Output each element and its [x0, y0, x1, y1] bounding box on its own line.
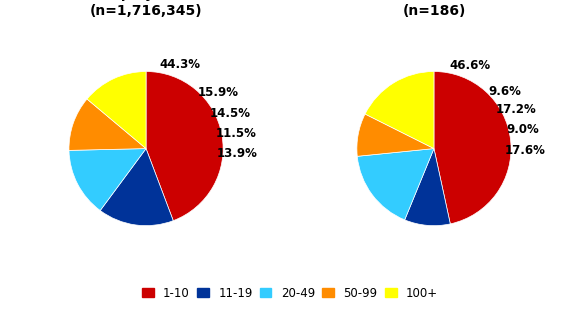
Text: 9.6%: 9.6% [488, 85, 521, 98]
Wedge shape [87, 71, 146, 149]
Text: 14.5%: 14.5% [209, 107, 251, 120]
Wedge shape [434, 71, 511, 224]
Wedge shape [100, 149, 173, 226]
Wedge shape [69, 99, 146, 150]
Text: 17.2%: 17.2% [496, 103, 536, 116]
Text: 9.0%: 9.0% [506, 123, 539, 136]
Text: 44.3%: 44.3% [160, 58, 201, 71]
Wedge shape [69, 149, 146, 210]
Title: Employment
(n=1,716,345): Employment (n=1,716,345) [90, 0, 202, 18]
Text: 13.9%: 13.9% [216, 147, 258, 160]
Text: 11.5%: 11.5% [215, 127, 256, 140]
Text: 17.6%: 17.6% [505, 144, 545, 157]
Legend: 1-10, 11-19, 20-49, 50-99, 100+: 1-10, 11-19, 20-49, 50-99, 100+ [139, 283, 441, 303]
Text: 46.6%: 46.6% [450, 58, 491, 72]
Wedge shape [357, 114, 434, 156]
Wedge shape [405, 149, 450, 226]
Wedge shape [365, 71, 434, 149]
Text: 15.9%: 15.9% [197, 87, 238, 99]
Wedge shape [146, 71, 223, 221]
Wedge shape [357, 149, 434, 220]
Title: Work-related deaths
(n=186): Work-related deaths (n=186) [353, 0, 514, 18]
